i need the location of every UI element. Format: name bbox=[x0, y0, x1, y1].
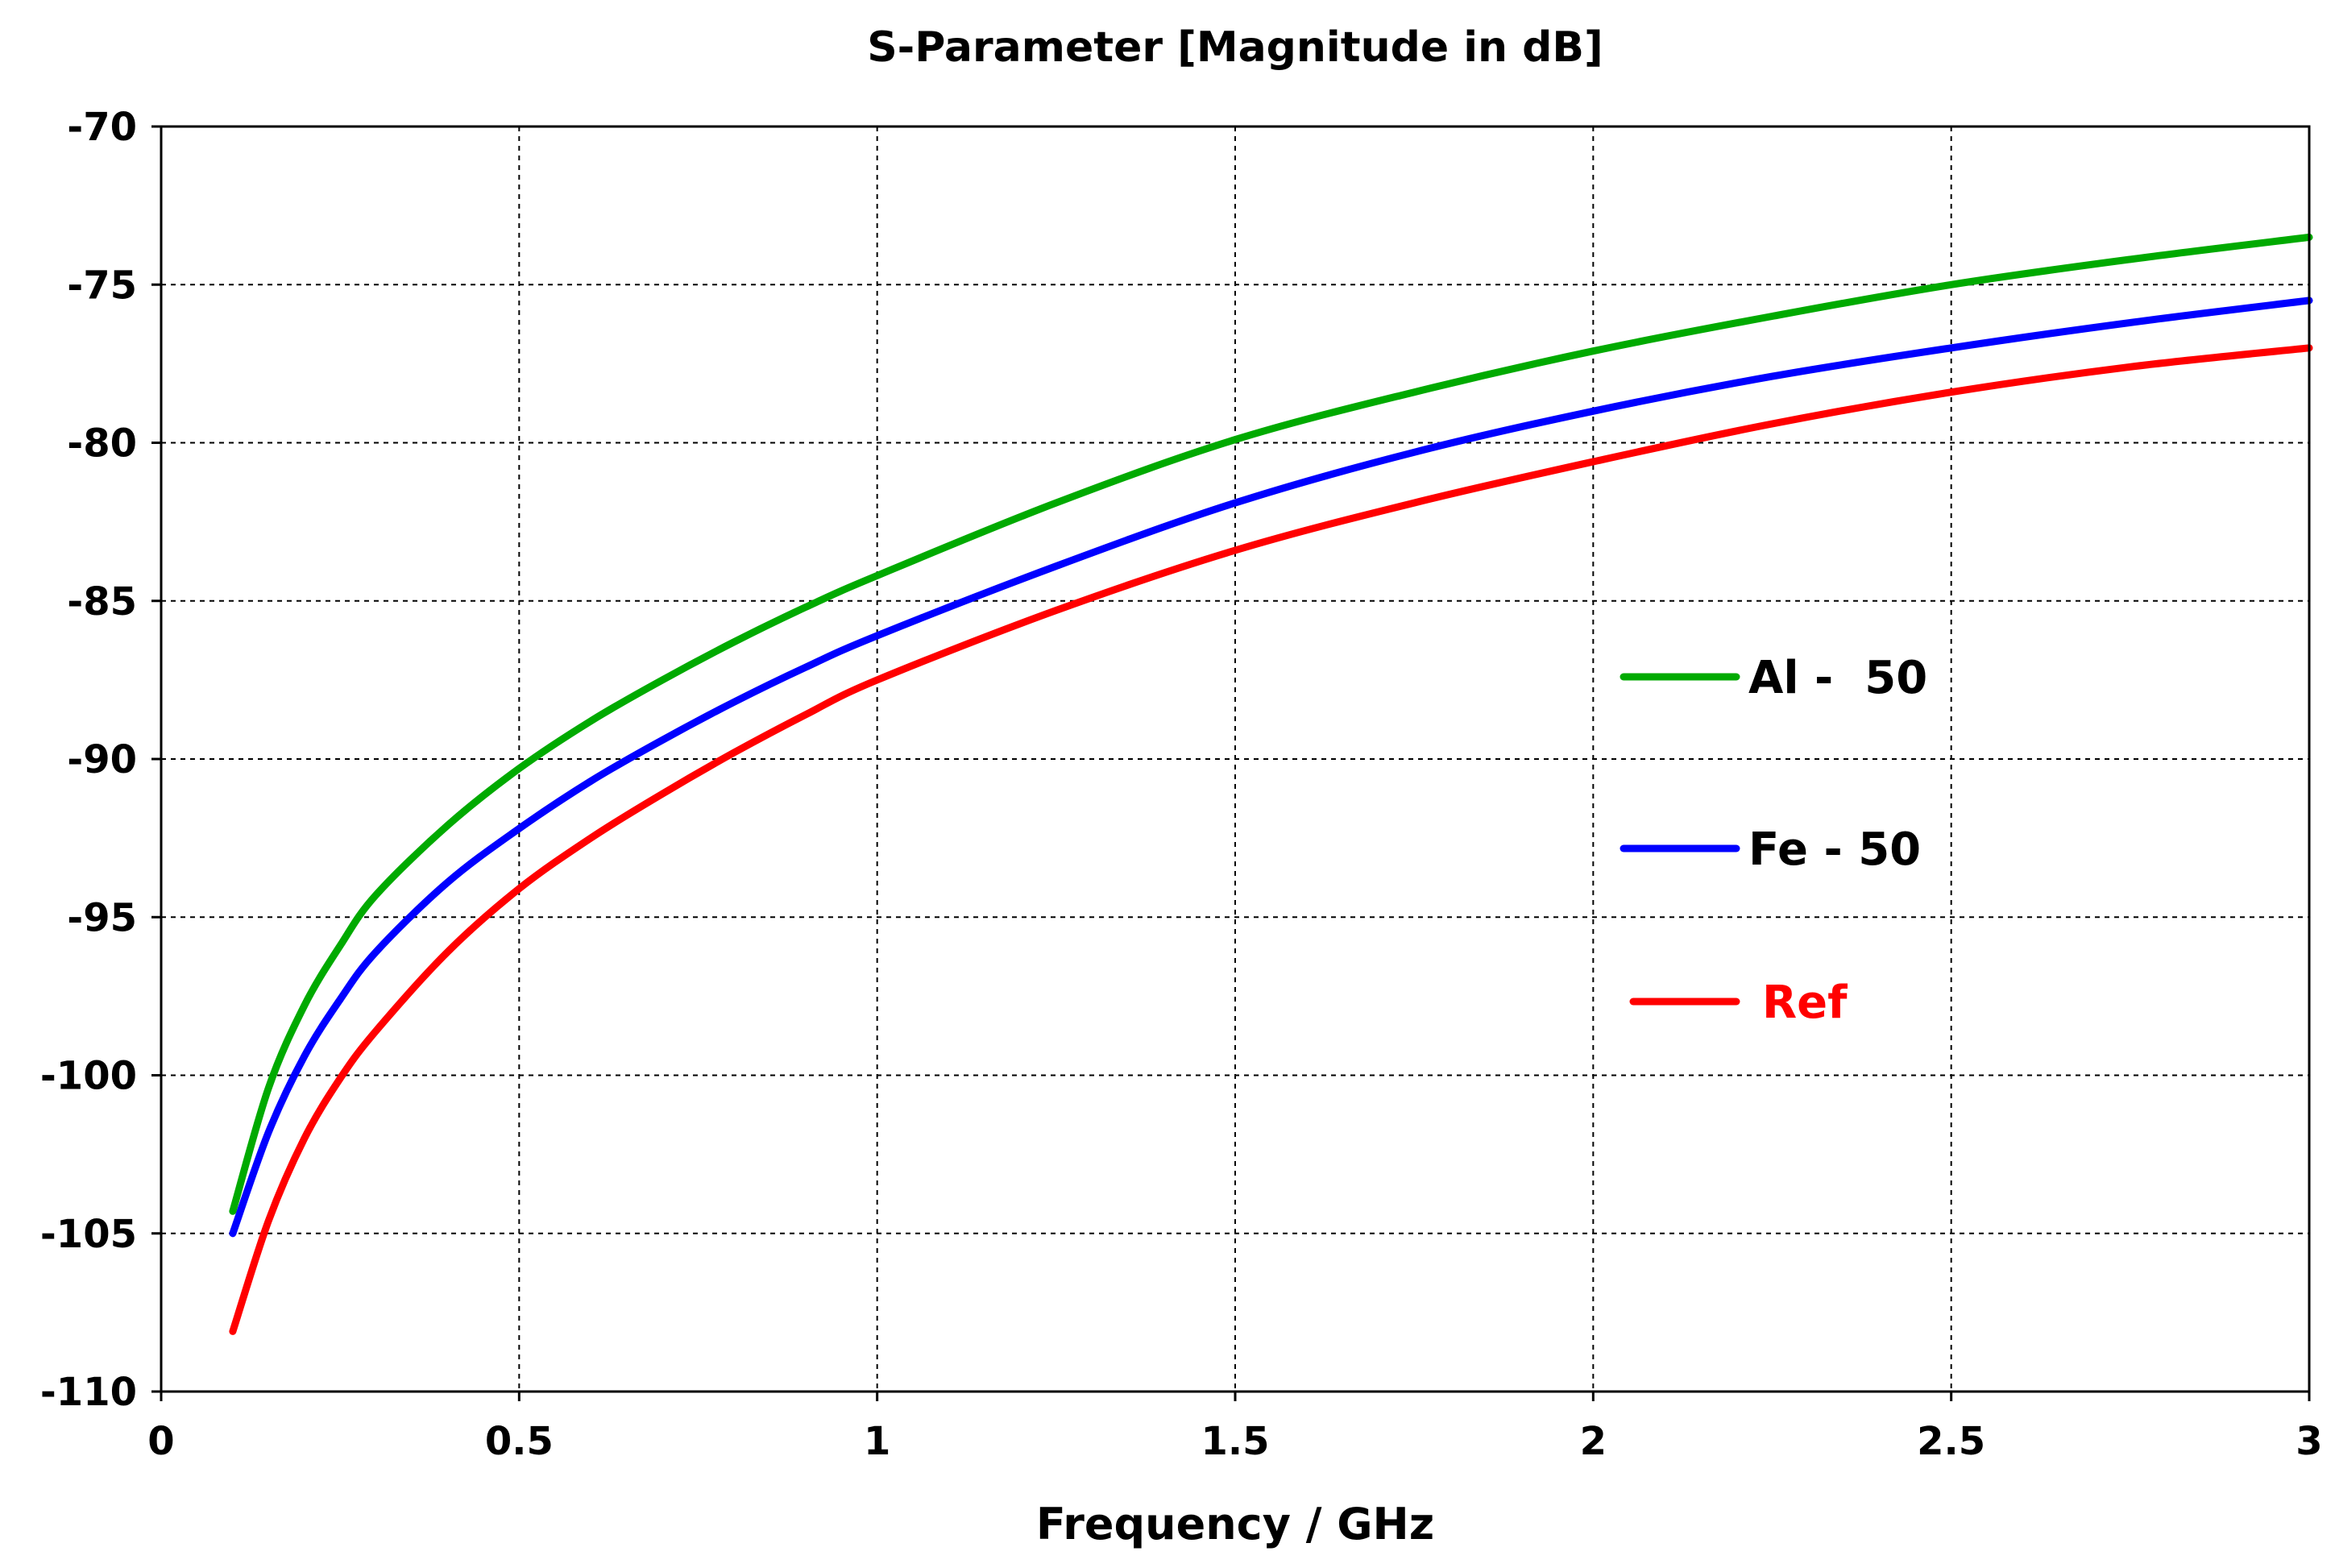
y-tick-label: -70 bbox=[67, 105, 137, 150]
y-tick-label: -100 bbox=[40, 1054, 137, 1099]
legend-label-al-50: Al - 50 bbox=[1748, 652, 1927, 704]
x-tick-label: 2 bbox=[1580, 1419, 1607, 1464]
x-axis-ticks: 0 0.5 1 1.5 2 2.5 3 bbox=[147, 1392, 2323, 1464]
y-tick-label: -75 bbox=[67, 263, 137, 308]
grid-lines bbox=[161, 127, 2309, 1392]
legend-label-ref: Ref bbox=[1762, 977, 1848, 1029]
x-tick-label: 1 bbox=[864, 1419, 890, 1464]
y-tick-label: -105 bbox=[40, 1212, 137, 1257]
series-line-ref bbox=[229, 344, 2313, 1335]
legend-label-fe-50: Fe - 50 bbox=[1748, 823, 1921, 876]
y-tick-label: -95 bbox=[67, 895, 137, 940]
chart-title: S-Parameter [Magnitude in dB] bbox=[867, 23, 1603, 72]
series-lines bbox=[229, 233, 2313, 1335]
x-tick-label: 0 bbox=[147, 1419, 174, 1464]
x-tick-label: 2.5 bbox=[1917, 1419, 1985, 1464]
y-tick-label: -110 bbox=[40, 1370, 137, 1415]
x-tick-label: 1.5 bbox=[1201, 1419, 1269, 1464]
series-line-fe-50 bbox=[229, 297, 2313, 1238]
y-tick-label: -90 bbox=[67, 737, 137, 782]
series-line-al-50 bbox=[229, 233, 2313, 1215]
x-tick-label: 0.5 bbox=[485, 1419, 554, 1464]
x-axis-title: Frequency / GHz bbox=[1036, 1499, 1434, 1549]
y-tick-label: -80 bbox=[67, 421, 137, 467]
legend: Al - 50 Fe - 50 Ref bbox=[1620, 652, 1927, 1029]
y-tick-label: -85 bbox=[67, 579, 137, 624]
x-tick-label: 3 bbox=[2296, 1419, 2322, 1464]
y-axis-ticks: -70 -75 -80 -85 -90 -95 -100 -105 -110 bbox=[40, 105, 161, 1415]
